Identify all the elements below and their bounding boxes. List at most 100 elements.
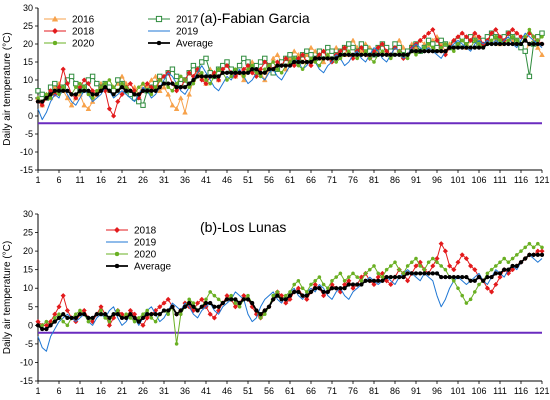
data-point-average: [313, 56, 318, 61]
data-point-2020: [351, 271, 355, 276]
data-point-2018: [434, 255, 440, 262]
data-point-2017: [35, 88, 41, 94]
data-point-2016: [148, 77, 155, 83]
data-point-2020: [527, 241, 532, 246]
data-point-average: [325, 289, 330, 295]
data-point-2020: [535, 38, 540, 43]
data-point-2020: [48, 96, 53, 100]
data-point-average: [413, 49, 419, 54]
x-tick-label: 56: [264, 175, 274, 185]
data-point-average: [405, 52, 410, 57]
data-point-2016: [156, 87, 163, 93]
x-tick-label: 116: [514, 386, 528, 396]
x-tick-label: 66: [306, 386, 316, 396]
data-point-2020: [451, 278, 456, 283]
data-point-2018: [446, 263, 453, 269]
data-point-2018: [341, 44, 348, 51]
data-point-2018: [472, 267, 478, 273]
data-point-2018: [144, 315, 150, 321]
data-point-average: [388, 274, 393, 280]
data-point-average: [405, 271, 410, 276]
data-point-2020: [451, 49, 456, 54]
data-point-average: [447, 45, 452, 50]
data-point-2020: [317, 63, 322, 68]
data-point-2016: [173, 105, 180, 111]
data-point-2020: [468, 297, 473, 302]
y-axis-label: Daily air temperature (°C): [2, 32, 13, 145]
series-average: [35, 252, 545, 332]
data-point-average: [208, 74, 213, 79]
data-point-2020: [489, 267, 494, 272]
data-point-average: [460, 274, 465, 280]
data-point-average: [90, 92, 95, 97]
data-point-2020: [199, 70, 204, 75]
data-point-average: [476, 45, 482, 50]
data-point-2018: [455, 34, 461, 40]
data-point-2018: [442, 248, 449, 254]
data-point-2018: [199, 77, 205, 83]
data-point-average: [61, 88, 66, 93]
data-point-2020: [380, 275, 385, 279]
data-point-average: [266, 67, 272, 72]
data-point-2020: [208, 81, 213, 86]
data-point-2020: [229, 293, 234, 298]
data-point-average: [489, 41, 494, 47]
data-point-2020: [359, 278, 364, 283]
data-point-average: [443, 49, 448, 54]
data-point-average: [241, 70, 246, 75]
data-point-2020: [250, 63, 255, 68]
data-point-2020: [414, 52, 418, 57]
data-point-average: [468, 278, 473, 283]
data-point-average: [103, 312, 108, 317]
data-point-average: [321, 56, 326, 61]
data-point-average: [539, 252, 545, 257]
data-point-2017: [526, 73, 533, 80]
data-point-2020: [388, 264, 393, 268]
data-point-2020: [115, 308, 120, 313]
data-point-2020: [363, 271, 368, 276]
data-point-2020: [485, 271, 490, 276]
data-point-average: [296, 59, 301, 65]
data-point-average: [40, 326, 45, 332]
data-point-2018: [127, 80, 134, 87]
data-point-2020: [531, 245, 536, 250]
data-point-2020: [430, 256, 435, 261]
data-point-2017: [68, 73, 75, 80]
data-point-2018: [509, 267, 516, 273]
data-point-average: [73, 315, 78, 321]
data-point-average: [149, 88, 154, 93]
data-point-2018: [425, 30, 432, 36]
data-point-2020: [57, 312, 61, 317]
data-point-average: [111, 312, 116, 317]
x-tick-label: 61: [285, 386, 295, 396]
x-tick-label: 71: [327, 175, 337, 185]
data-point-2020: [52, 316, 57, 320]
y-tick-label: 20: [23, 246, 33, 256]
data-point-average: [132, 315, 137, 321]
data-point-average: [287, 293, 293, 298]
data-point-2020: [493, 264, 498, 268]
data-point-average: [166, 308, 171, 313]
data-point-2020: [523, 245, 528, 250]
data-point-average: [451, 274, 456, 280]
legend-marker: [51, 27, 59, 35]
x-tick-label: 41: [201, 386, 211, 396]
data-point-average: [380, 52, 385, 57]
data-point-average: [250, 67, 255, 72]
data-point-2018: [404, 278, 411, 284]
data-point-2018: [110, 113, 117, 119]
data-point-average: [245, 70, 251, 75]
data-point-2020: [149, 92, 154, 97]
data-point-2020: [372, 264, 376, 268]
data-point-2020: [300, 286, 305, 291]
data-point-average: [514, 41, 519, 47]
data-point-2017: [169, 66, 176, 72]
data-point-2018: [472, 30, 478, 36]
data-point-average: [140, 315, 146, 321]
data-point-2017: [190, 62, 197, 69]
data-point-average: [426, 271, 431, 276]
data-point-average: [44, 95, 49, 101]
data-point-2020: [103, 316, 108, 320]
x-tick-label: 1: [35, 386, 40, 396]
